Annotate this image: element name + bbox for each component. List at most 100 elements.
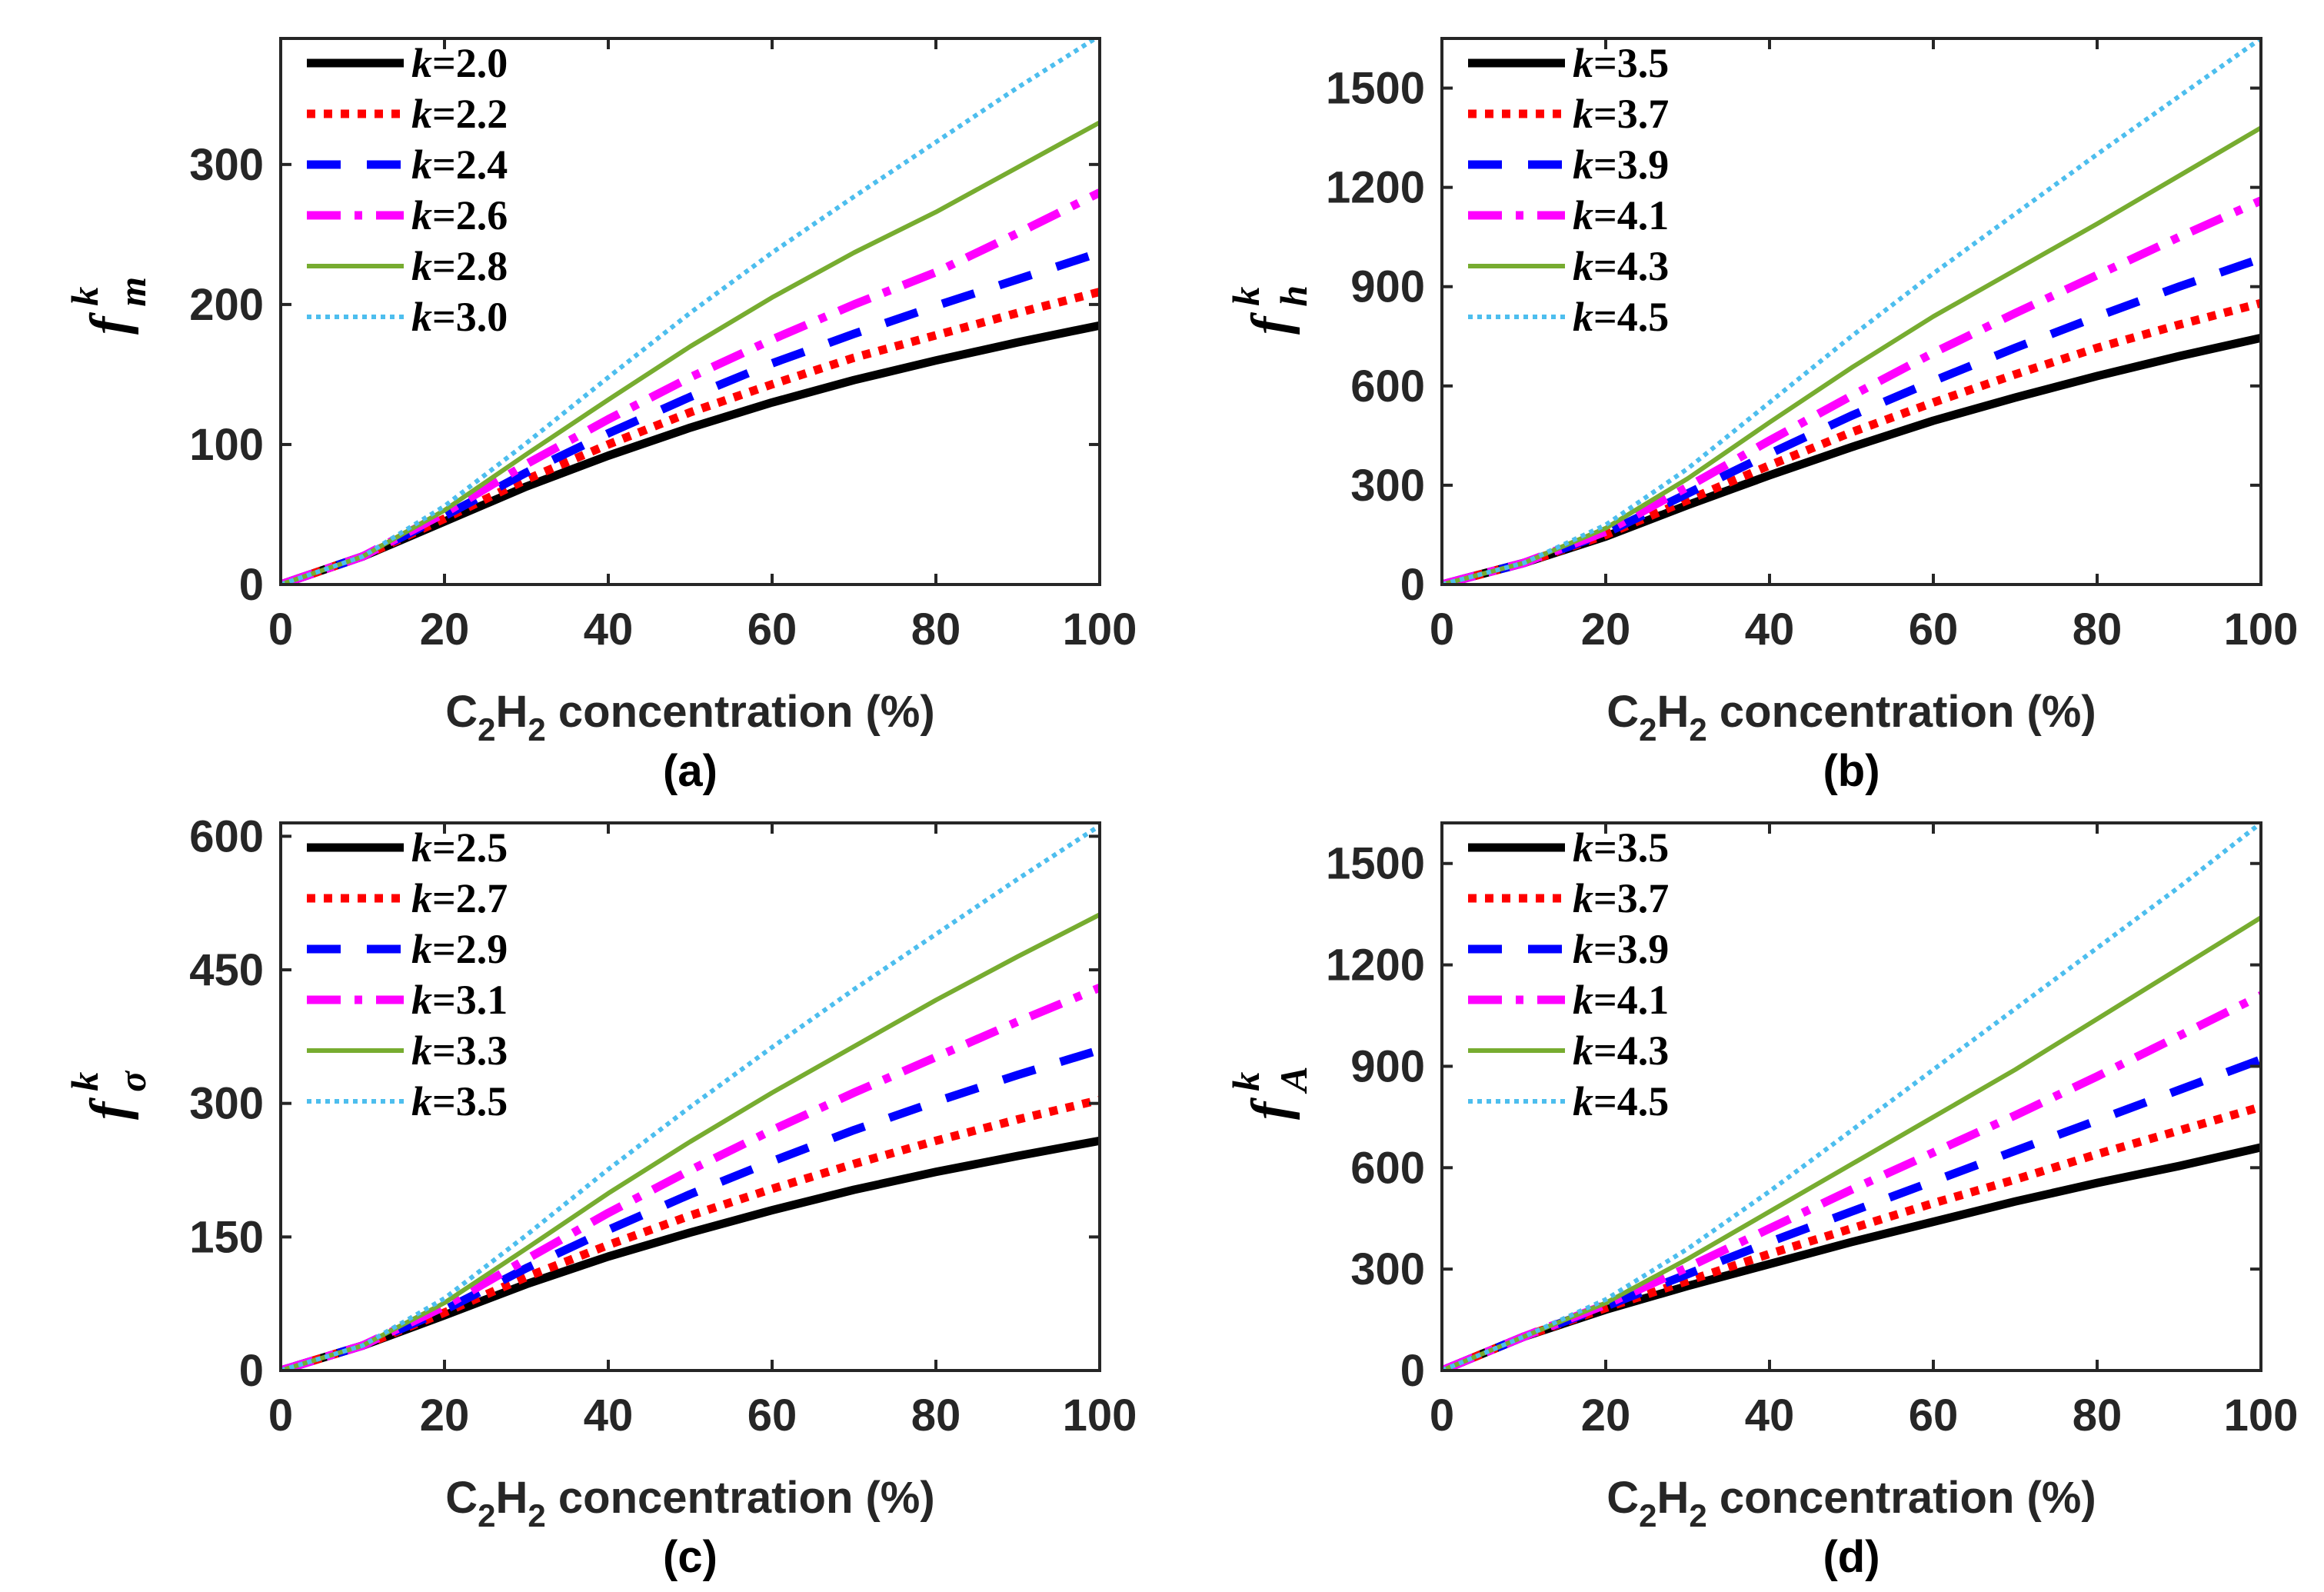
x-label-sub: 2 (528, 711, 545, 748)
y-tick-label: 600 (189, 811, 264, 861)
y-label-sup: k (1224, 1072, 1267, 1091)
y-tick-label: 150 (189, 1212, 264, 1262)
x-axis-label: C2H2 concentration (%) (1606, 1473, 2096, 1534)
x-tick-label: 100 (2224, 604, 2299, 654)
x-label-part: C (1606, 1473, 1639, 1523)
x-axis-label: C2H2 concentration (%) (1606, 687, 2096, 748)
y-tick-label: 1200 (1326, 941, 1425, 991)
legend-entry-4.1: k=4.1 (1573, 192, 1669, 238)
legend-k: k (411, 875, 432, 921)
x-tick-label: 40 (1745, 1391, 1795, 1440)
legend-k: k (411, 977, 432, 1023)
series-line-4.5 (1442, 823, 2261, 1371)
legend-value: =4.5 (1593, 294, 1669, 340)
legend-value: =3.3 (432, 1027, 508, 1074)
x-tick-label: 40 (584, 1391, 634, 1440)
axes-box (279, 821, 1101, 1372)
x-label-part: C (1606, 687, 1639, 737)
y-tick-label: 300 (1350, 1244, 1425, 1294)
y-axis-label: fk A (1224, 1066, 1315, 1120)
x-label-sub: 2 (478, 711, 495, 748)
legend-value: =3.5 (432, 1078, 508, 1124)
panel-caption: (c) (663, 1532, 718, 1582)
y-tick-label: 600 (1350, 1143, 1425, 1193)
legend-value: =2.8 (432, 243, 508, 289)
legend-value: =3.0 (432, 294, 508, 340)
axes-box (279, 37, 1101, 586)
x-tick-label: 80 (2073, 1391, 2123, 1440)
legend-k: k (1573, 1078, 1593, 1124)
legend-entry-4.5: k=4.5 (1573, 1078, 1669, 1124)
y-label-base: f (80, 311, 139, 335)
x-label-part: H (1657, 687, 1690, 737)
legend-entry-2.0: k=2.0 (411, 40, 508, 86)
legend-entry-4.1: k=4.1 (1573, 977, 1669, 1023)
legend-value: =4.3 (1593, 243, 1669, 289)
panel-caption: (b) (1823, 746, 1880, 796)
legend-entry-2.9: k=2.9 (411, 926, 508, 972)
series-line-3.5 (281, 823, 1100, 1371)
legend-k: k (1573, 192, 1593, 238)
x-tick-label: 60 (1909, 1391, 1959, 1440)
legend-k: k (411, 142, 432, 188)
legend-k: k (411, 243, 432, 289)
x-tick-label: 20 (420, 1391, 470, 1440)
series-group (281, 823, 1100, 1371)
x-tick-label: 0 (1430, 604, 1454, 654)
y-label-sub: A (1272, 1066, 1315, 1094)
legend-k: k (411, 1078, 432, 1124)
legend-entry-3.5: k=3.5 (1573, 40, 1669, 86)
y-label-sup: k (63, 287, 106, 306)
legend-value: =4.1 (1593, 192, 1669, 238)
legend: k=2.5k=2.7k=2.9k=3.1k=3.3k=3.5 (307, 824, 508, 1124)
panel-caption: (d) (1823, 1532, 1880, 1582)
legend: k=3.5k=3.7k=3.9k=4.1k=4.3k=4.5 (1468, 824, 1669, 1124)
legend-value: =4.3 (1593, 1027, 1669, 1074)
x-label-part: concentration (%) (546, 687, 935, 737)
y-tick-label: 1500 (1326, 64, 1425, 114)
legend-entry-2.6: k=2.6 (411, 192, 508, 238)
legend-entry-3.7: k=3.7 (1573, 875, 1669, 921)
series-line-2.6 (281, 188, 1100, 585)
legend-value: =3.7 (1593, 91, 1669, 137)
x-tick-label: 40 (1745, 604, 1795, 654)
legend: k=2.0k=2.2k=2.4k=2.6k=2.8k=3.0 (307, 40, 508, 340)
legend-k: k (411, 91, 432, 137)
legend-entry-2.4: k=2.4 (411, 142, 508, 188)
panel-caption: (a) (663, 746, 718, 796)
legend-entry-4.3: k=4.3 (1573, 243, 1669, 289)
y-axis-label: fk σ (63, 1070, 154, 1120)
axes-box (1440, 37, 2262, 586)
y-tick-label: 0 (239, 1346, 264, 1396)
x-tick-label: 100 (2224, 1391, 2299, 1440)
legend: k=3.5k=3.7k=3.9k=4.1k=4.3k=4.5 (1468, 40, 1669, 340)
legend-k: k (411, 40, 432, 86)
series-group (1442, 823, 2261, 1371)
y-tick-label: 0 (1400, 1346, 1425, 1396)
x-label-part: C (445, 1473, 478, 1523)
y-label-sub: m (111, 277, 154, 307)
series-line-4.3 (1442, 125, 2261, 585)
legend-entry-3.9: k=3.9 (1573, 926, 1669, 972)
legend-entry-2.5: k=2.5 (411, 824, 508, 871)
legend-k: k (1573, 875, 1593, 921)
legend-value: =3.5 (1593, 824, 1669, 871)
series-line-2.2 (281, 288, 1100, 585)
series-line-2.8 (281, 120, 1100, 585)
legend-k: k (1573, 40, 1593, 86)
y-tick-label: 450 (189, 945, 264, 995)
y-tick-label: 1500 (1326, 839, 1425, 889)
legend-entry-3.5: k=3.5 (411, 1078, 508, 1124)
y-label-base: f (1241, 1097, 1300, 1120)
legend-k: k (411, 1027, 432, 1074)
series-line-3.9 (1442, 254, 2261, 585)
y-label-base: f (1241, 311, 1300, 335)
legend-value: =2.2 (432, 91, 508, 137)
x-label-part: concentration (%) (1707, 1473, 2096, 1523)
y-label-base: f (80, 1097, 139, 1120)
x-label-part: H (496, 687, 528, 737)
legend-value: =3.1 (432, 977, 508, 1023)
